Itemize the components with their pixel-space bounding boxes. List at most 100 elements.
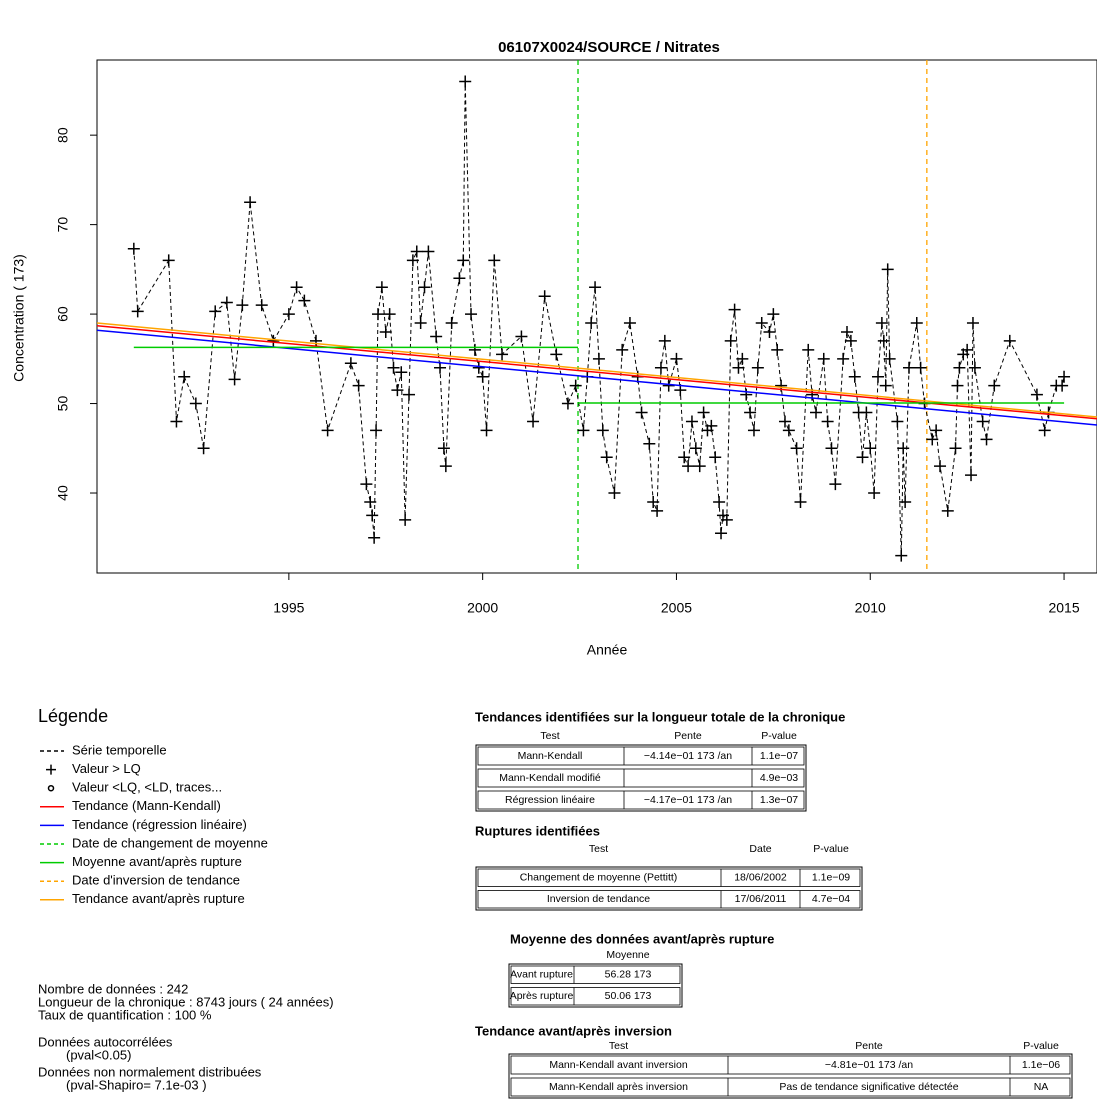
point-marker xyxy=(837,352,850,365)
stat-line: Taux de quantification : 100 % xyxy=(38,1007,212,1022)
point-marker xyxy=(891,415,904,428)
trend-line xyxy=(97,322,1097,418)
point-marker xyxy=(685,415,698,428)
point-marker xyxy=(577,424,590,437)
table-frame xyxy=(508,963,683,1008)
point-marker xyxy=(468,343,481,356)
point-marker xyxy=(860,406,873,419)
table-cell: −4.14e−01 173 /an xyxy=(644,750,732,762)
table-header: P-value xyxy=(761,730,797,742)
table-cell: 50.06 173 xyxy=(605,990,652,1002)
point-marker xyxy=(697,406,710,419)
trend-line xyxy=(97,329,1097,426)
point-marker xyxy=(422,245,435,258)
series-line-dashed xyxy=(133,81,1065,556)
plot-frame xyxy=(96,59,1097,574)
point-marker xyxy=(1056,379,1069,392)
point-marker xyxy=(387,361,400,374)
point-marker xyxy=(414,317,427,330)
point-marker xyxy=(476,370,489,383)
point-marker xyxy=(794,495,807,508)
point-marker xyxy=(895,549,908,562)
point-marker xyxy=(903,361,916,374)
point-marker xyxy=(290,281,303,294)
point-marker xyxy=(790,442,803,455)
legend-label: Date d'inversion de tendance xyxy=(72,873,240,888)
table-title: Moyenne des données avant/après rupture xyxy=(510,931,774,946)
point-marker xyxy=(189,397,202,410)
point-marker xyxy=(877,334,890,347)
table-row-frame xyxy=(510,987,681,1006)
table-cell: Avant rupture xyxy=(510,969,573,981)
y-axis-label: Concentration ( 173) xyxy=(11,254,27,382)
point-marker xyxy=(825,442,838,455)
point-marker xyxy=(1003,334,1016,347)
point-marker xyxy=(550,348,563,361)
point-marker xyxy=(930,424,943,437)
point-marker xyxy=(709,451,722,464)
point-marker xyxy=(658,334,671,347)
point-marker xyxy=(899,495,912,508)
point-marker xyxy=(282,308,295,321)
table-row-frame xyxy=(510,1055,1071,1075)
point-marker xyxy=(585,317,598,330)
table-cell: Après rupture xyxy=(510,990,574,1002)
point-marker xyxy=(410,245,423,258)
point-marker xyxy=(968,361,981,374)
table-header: Pente xyxy=(674,730,702,742)
point-marker xyxy=(755,317,768,330)
table-cell: 1.1e−07 xyxy=(760,750,798,762)
point-marker xyxy=(988,379,1001,392)
point-marker xyxy=(651,504,664,517)
point-marker xyxy=(496,348,509,361)
point-marker xyxy=(375,281,388,294)
point-marker xyxy=(856,451,869,464)
table-row-frame xyxy=(510,1077,1071,1097)
x-tick-label: 2005 xyxy=(661,600,692,616)
point-marker xyxy=(170,415,183,428)
point-marker xyxy=(244,196,257,209)
point-marker xyxy=(949,442,962,455)
x-tick-label: 2015 xyxy=(1048,600,1079,616)
point-marker xyxy=(965,469,978,482)
point-marker xyxy=(670,352,683,365)
point-marker xyxy=(527,415,540,428)
point-marker xyxy=(689,442,702,455)
point-marker xyxy=(720,513,733,526)
point-marker xyxy=(459,75,472,88)
legend-label: Valeur > LQ xyxy=(72,761,141,776)
table-frame xyxy=(508,1053,1073,1099)
table-cell: Inversion de tendance xyxy=(547,893,650,905)
point-marker xyxy=(744,406,757,419)
point-marker xyxy=(228,373,241,386)
note-line: Données autocorrélées xyxy=(38,1034,173,1049)
point-marker xyxy=(434,361,447,374)
point-marker xyxy=(457,254,470,267)
point-marker xyxy=(980,433,993,446)
y-tick-label: 70 xyxy=(55,217,71,233)
point-marker xyxy=(366,509,379,522)
y-tick-label: 60 xyxy=(55,306,71,322)
point-marker xyxy=(1058,370,1071,383)
table-cell: NA xyxy=(1034,1081,1049,1093)
table-cell: Changement de moyenne (Pettitt) xyxy=(520,872,678,884)
point-marker xyxy=(395,366,408,379)
point-marker xyxy=(654,361,667,374)
point-marker xyxy=(406,254,419,267)
point-marker xyxy=(914,361,927,374)
point-marker xyxy=(662,379,675,392)
table-header: Date xyxy=(749,843,771,855)
point-marker xyxy=(763,325,776,338)
y-tick-label: 50 xyxy=(55,396,71,412)
point-marker xyxy=(751,361,764,374)
point-marker xyxy=(740,388,753,401)
point-marker xyxy=(747,424,760,437)
table-header: P-value xyxy=(813,843,849,855)
point-marker xyxy=(430,330,443,343)
table-cell: Mann-Kendall xyxy=(518,750,583,762)
point-marker xyxy=(881,263,894,276)
point-marker xyxy=(693,460,706,473)
point-marker xyxy=(848,370,861,383)
point-marker xyxy=(1038,424,1051,437)
legend-label: Valeur <LQ, <LD, traces... xyxy=(72,780,222,795)
